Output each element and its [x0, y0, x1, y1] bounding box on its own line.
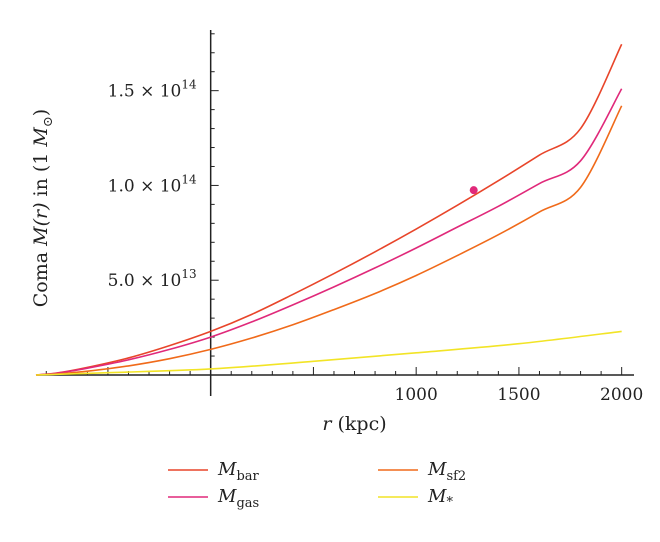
y-tick-label: 5.0 × 1013 — [108, 267, 197, 291]
y-tick-exponent: 14 — [181, 78, 197, 92]
legend-label-bar: Mbar — [217, 459, 260, 484]
x-tick-label: 1000 — [395, 385, 438, 405]
y-tick-label: 1.0 × 1014 — [108, 172, 197, 196]
y-tick-exponent: 14 — [181, 172, 197, 186]
legend-label-sub: * — [446, 495, 453, 510]
x-axis-var: r — [322, 413, 333, 435]
series-line-gas — [35, 88, 623, 376]
legend-label-gas: Mgas — [217, 486, 259, 511]
x-tick-label: 1500 — [497, 385, 540, 405]
legend-label-star: M* — [427, 486, 453, 510]
y-axis-close: ) — [30, 109, 52, 116]
x-axis-unit: (kpc) — [331, 413, 386, 435]
x-axis-label: r (kpc) — [322, 413, 386, 435]
highlight-point — [469, 186, 478, 195]
legend-label-main: M — [217, 459, 237, 480]
legend-label-main: M — [427, 486, 447, 507]
y-tick-label: 1.5 × 1014 — [108, 78, 197, 102]
y-tick-mantissa: 1.5 × 10 — [108, 82, 182, 102]
y-axis-pre: Coma — [30, 246, 52, 307]
legend-label-sub: sf2 — [446, 469, 466, 484]
series-line-star — [35, 330, 622, 376]
legend-label-main: M — [427, 459, 447, 480]
series-line-sf2 — [35, 105, 623, 376]
legend-label-sf2: Msf2 — [427, 459, 466, 484]
series-line-bar — [35, 43, 623, 376]
y-axis-post: in (1 — [30, 147, 52, 203]
y-tick-exponent: 13 — [181, 267, 196, 281]
legend-label-sub: bar — [236, 469, 259, 484]
y-tick-mantissa: 5.0 × 10 — [108, 271, 182, 291]
y-axis-var: M(r) — [30, 202, 52, 246]
legend-label-sub: gas — [236, 496, 259, 511]
y-axis-label: Coma M(r) in (1 M⊙) — [30, 109, 56, 307]
legend-label-main: M — [217, 486, 237, 507]
y-tick-mantissa: 1.0 × 10 — [108, 176, 182, 196]
x-tick-label: 2000 — [600, 385, 643, 405]
y-axis-unit-sub: ⊙ — [41, 116, 56, 127]
y-axis-unit-var: M — [30, 127, 52, 148]
